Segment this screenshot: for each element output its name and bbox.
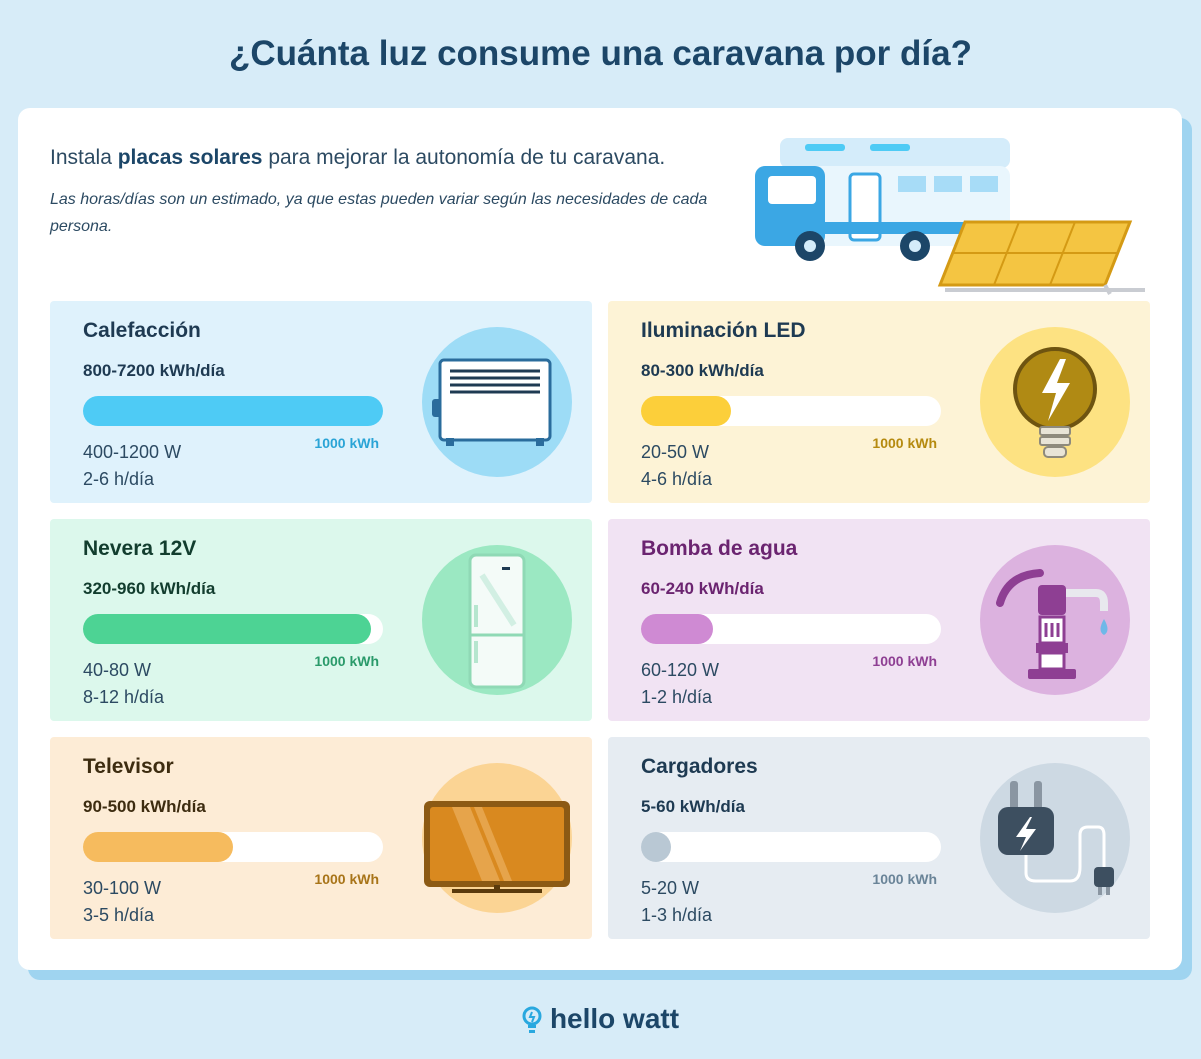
intro-prefix: Instala xyxy=(50,146,118,169)
card-hours: 4-6 h/día xyxy=(641,469,713,489)
consumption-bar-fill xyxy=(83,396,383,426)
card-power: 30-100 W xyxy=(83,878,162,898)
bar-max-label: 1000 kWh xyxy=(872,871,937,887)
bar-max-label: 1000 kWh xyxy=(314,871,379,887)
consumption-bar-fill xyxy=(83,832,233,862)
fridge-icon xyxy=(468,553,526,689)
consumption-bar-fill xyxy=(641,832,671,862)
card-consumption: 80-300 kWh/día xyxy=(641,361,764,380)
bar-max-label: 1000 kWh xyxy=(314,653,379,669)
card-hours: 8-12 h/día xyxy=(83,687,165,707)
card-power: 60-120 W xyxy=(641,660,720,680)
bulb-logo-icon xyxy=(522,1006,542,1033)
card-consumption: 90-500 kWh/día xyxy=(83,797,206,816)
card-consumption: 5-60 kWh/día xyxy=(641,797,745,816)
bar-max-label: 1000 kWh xyxy=(872,435,937,451)
card-consumption: 60-240 kWh/día xyxy=(641,579,764,598)
consumption-bar-fill xyxy=(641,614,713,644)
card-power: 40-80 W xyxy=(83,660,152,680)
card-title: Cargadores xyxy=(641,755,758,778)
intro-highlight: placas solares xyxy=(117,146,263,169)
camper-solar-illustration xyxy=(755,138,1145,295)
brand-name: hello watt xyxy=(549,1003,680,1034)
card-title: Nevera 12V xyxy=(83,537,197,560)
appliance-card-nevera: Nevera 12V 320-960 kWh/día 1000 kWh 40-8… xyxy=(50,519,592,721)
consumption-bar-fill xyxy=(641,396,731,426)
appliance-card-iluminacion-led: Iluminación LED 80-300 kWh/día 1000 kWh … xyxy=(608,301,1150,503)
card-power: 5-20 W xyxy=(641,878,700,898)
card-hours: 3-5 h/día xyxy=(83,905,155,925)
card-title: Bomba de agua xyxy=(641,537,798,560)
consumption-bar xyxy=(83,832,383,862)
card-power: 20-50 W xyxy=(641,442,710,462)
lightbulb-icon xyxy=(1013,347,1097,458)
page-title: ¿Cuánta luz consume una caravana por día… xyxy=(229,34,972,73)
card-consumption: 320-960 kWh/día xyxy=(83,579,216,598)
bar-max-label: 1000 kWh xyxy=(872,653,937,669)
card-hours: 1-3 h/día xyxy=(641,905,713,925)
water-pump-icon xyxy=(996,569,1108,679)
radiator-icon xyxy=(432,358,552,446)
appliance-card-calefaccion: Calefacción 800-7200 kWh/día 1000 kWh 40… xyxy=(50,301,592,503)
appliance-card-televisor: Televisor 90-500 kWh/día 1000 kWh 30-100… xyxy=(50,737,592,939)
appliance-card-bomba-de-agua: Bomba de agua 60-240 kWh/día 1000 kWh 60… xyxy=(608,519,1150,721)
card-title: Iluminación LED xyxy=(641,319,806,342)
card-consumption: 800-7200 kWh/día xyxy=(83,361,225,380)
card-power: 400-1200 W xyxy=(83,442,182,462)
consumption-bar xyxy=(641,614,941,644)
intro-text: Instala placas solares para mejorar la a… xyxy=(50,146,665,170)
consumption-bar xyxy=(83,614,383,644)
appliance-card-cargadores: Cargadores 5-60 kWh/día 1000 kWh 5-20 W … xyxy=(608,737,1150,939)
card-title: Calefacción xyxy=(83,319,201,342)
card-hours: 2-6 h/día xyxy=(83,469,155,489)
consumption-bar-fill xyxy=(83,614,371,644)
plug-icon xyxy=(998,781,1114,895)
card-title: Televisor xyxy=(83,755,174,778)
brand-logo: hello watt xyxy=(0,1003,1201,1036)
bar-max-label: 1000 kWh xyxy=(314,435,379,451)
intro-suffix: para mejorar la autonomía de tu caravana… xyxy=(262,146,666,169)
consumption-bar xyxy=(641,832,941,862)
consumption-bar xyxy=(83,396,383,426)
television-icon xyxy=(424,801,570,893)
card-hours: 1-2 h/día xyxy=(641,687,713,707)
consumption-bar xyxy=(641,396,941,426)
estimate-note: Las horas/días son un estimado, ya que e… xyxy=(50,191,708,235)
